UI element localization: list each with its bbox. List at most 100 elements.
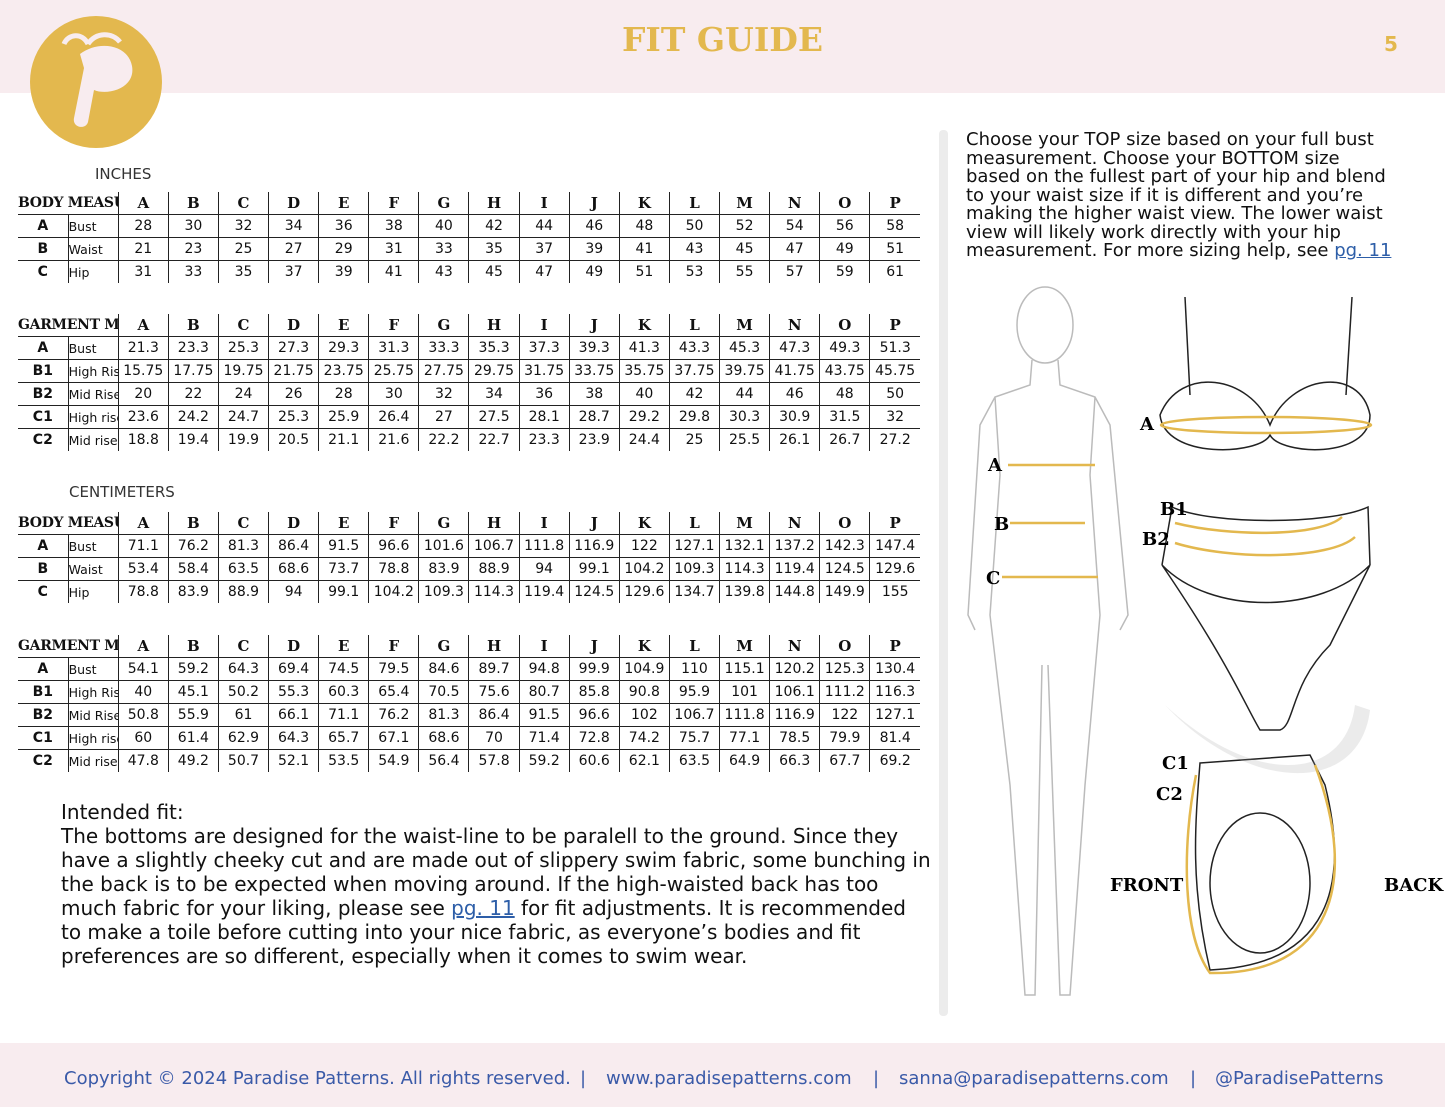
- label: FRONT: [1110, 875, 1184, 896]
- size-header: H: [468, 314, 520, 337]
- size-header: P: [869, 192, 920, 215]
- cell: 28: [318, 382, 370, 406]
- cell: 52: [719, 214, 771, 238]
- cell: 63.5: [669, 749, 721, 772]
- cell: 70.5: [418, 680, 470, 704]
- size-header: M: [719, 192, 771, 215]
- cell: 81.4: [869, 726, 920, 750]
- handle[interactable]: @ParadisePatterns: [1215, 1068, 1384, 1089]
- cell: 49: [569, 260, 620, 283]
- size-header: G: [418, 192, 470, 215]
- cell: 50: [669, 214, 721, 238]
- cell: 50.8: [118, 703, 169, 727]
- row-code: B2: [18, 382, 69, 406]
- cell: 43.3: [669, 336, 721, 360]
- size-header: J: [569, 192, 620, 215]
- cell: 35.75: [619, 359, 670, 383]
- cell: 46: [769, 382, 821, 406]
- cell: 34: [468, 382, 520, 406]
- cell: 47: [519, 260, 570, 283]
- cell: 139.8: [719, 580, 771, 603]
- cell: 40: [418, 214, 470, 238]
- cell: 33.3: [418, 336, 470, 360]
- cell: 30.9: [769, 405, 821, 429]
- footer: Copyright © 2024 Paradise Patterns. All …: [0, 1043, 1445, 1107]
- cell: 45.3: [719, 336, 771, 360]
- sizing-note: Choose your TOP size based on your full …: [966, 130, 1396, 261]
- cell: 79.5: [368, 657, 420, 681]
- cell: 132.1: [719, 534, 771, 558]
- cell: 25.3: [218, 336, 270, 360]
- label: A: [987, 455, 1003, 476]
- cell: 39.75: [719, 359, 771, 383]
- cell: 101.6: [418, 534, 470, 558]
- size-header: D: [268, 635, 320, 658]
- cell: 127.1: [869, 703, 920, 727]
- row-code: A: [18, 534, 69, 558]
- separator: |: [1190, 1068, 1197, 1089]
- size-header: K: [619, 635, 670, 658]
- row-name: Bust: [68, 534, 119, 558]
- cell: 72.8: [569, 726, 620, 750]
- label: B1: [1160, 499, 1188, 520]
- size-header: O: [819, 192, 871, 215]
- cell: 41.75: [769, 359, 821, 383]
- cell: 53.5: [318, 749, 370, 772]
- page-number: 5: [1384, 32, 1398, 56]
- cell: 75.7: [669, 726, 721, 750]
- cell: 55: [719, 260, 771, 283]
- cell: 37.3: [519, 336, 570, 360]
- row-code: B2: [18, 703, 69, 727]
- cell: 36: [318, 214, 370, 238]
- cell: 45: [468, 260, 520, 283]
- row-code: C1: [18, 726, 69, 750]
- email[interactable]: sanna@paradisepatterns.com: [899, 1068, 1169, 1089]
- cell: 35.3: [468, 336, 520, 360]
- cell: 30: [368, 382, 420, 406]
- row-name: High Rise Waist: [68, 359, 119, 383]
- size-header: G: [418, 314, 470, 337]
- cell: 33: [168, 260, 219, 283]
- cell: 54.1: [118, 657, 169, 681]
- cell: 96.6: [569, 703, 620, 727]
- size-header: O: [819, 314, 871, 337]
- size-header: E: [318, 512, 370, 535]
- website[interactable]: www.paradisepatterns.com: [606, 1068, 852, 1089]
- link[interactable]: pg. 11: [1334, 240, 1392, 261]
- size-header: B: [168, 512, 219, 535]
- row-code: A: [18, 214, 69, 238]
- size-header: L: [669, 512, 721, 535]
- intended-fit: Intended fit: The bottoms are designed fo…: [61, 800, 931, 968]
- size-header: A: [118, 192, 169, 215]
- cell: 122: [619, 534, 670, 558]
- cell: 20: [118, 382, 169, 406]
- cell: 29.3: [318, 336, 370, 360]
- row-name: Mid Rise Waist: [68, 703, 119, 727]
- size-header: E: [318, 192, 370, 215]
- diagram: A B C A B1 B2 C1 C2 FRONT BACK: [967, 286, 1445, 996]
- cell: 47.3: [769, 336, 821, 360]
- cell: 130.4: [869, 657, 920, 681]
- cell: 48: [619, 214, 670, 238]
- cell: 28.7: [569, 405, 620, 429]
- cell: 137.2: [769, 534, 821, 558]
- link[interactable]: pg. 11: [451, 896, 515, 920]
- cell: 91.5: [318, 534, 370, 558]
- cell: 51: [869, 237, 920, 261]
- cell: 22: [168, 382, 219, 406]
- cell: 34: [268, 214, 320, 238]
- size-header: L: [669, 314, 721, 337]
- cell: 99.9: [569, 657, 620, 681]
- cell: 21: [118, 237, 169, 261]
- cell: 58: [869, 214, 920, 238]
- cell: 111.8: [519, 534, 570, 558]
- cell: 155: [869, 580, 920, 603]
- cell: 90.8: [619, 680, 670, 704]
- size-header: I: [519, 635, 570, 658]
- row-name: Bust: [68, 657, 119, 681]
- size-header: H: [468, 192, 520, 215]
- cell: 31: [118, 260, 169, 283]
- cell: 142.3: [819, 534, 871, 558]
- size-header: K: [619, 192, 670, 215]
- size-header: E: [318, 314, 370, 337]
